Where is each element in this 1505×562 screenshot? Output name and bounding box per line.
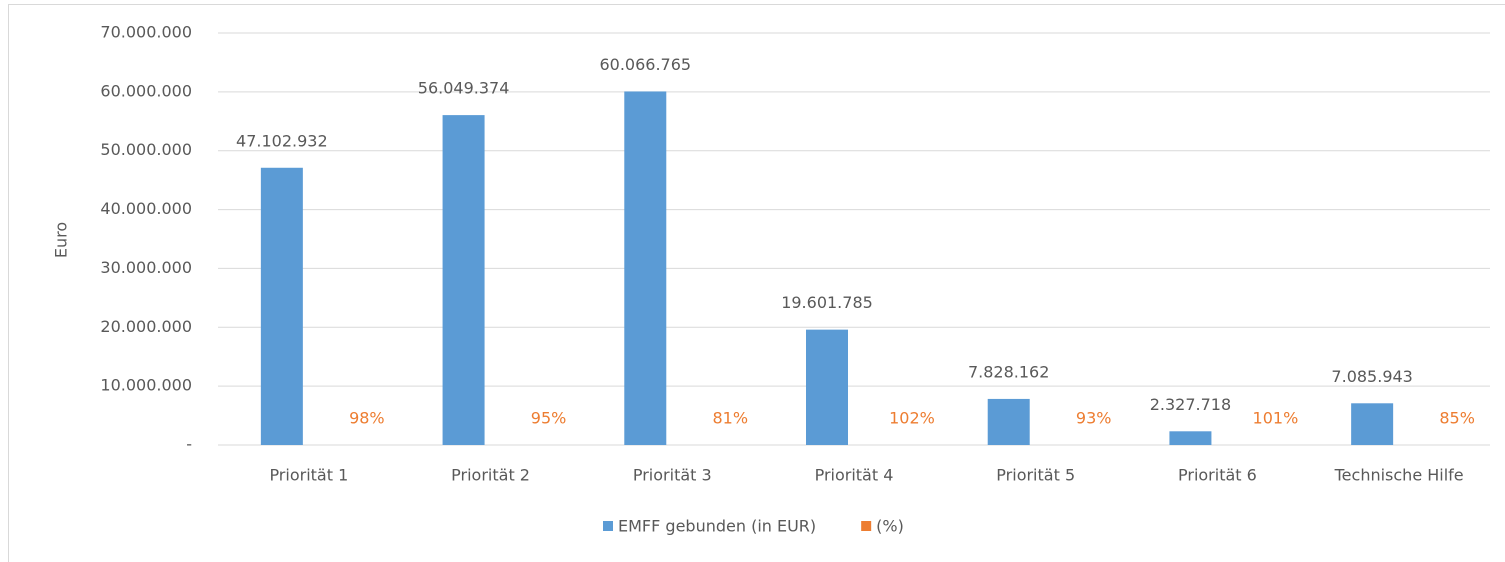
y-tick-label: 10.000.000	[100, 376, 192, 395]
y-tick-label: 50.000.000	[100, 140, 192, 159]
data-label: 102%	[889, 409, 935, 428]
x-tick-label: Priorität 4	[815, 466, 894, 485]
x-tick-label: Technische Hilfe	[1334, 466, 1464, 485]
y-axis-label: Euro	[52, 222, 71, 258]
x-tick-label: Priorität 1	[269, 466, 348, 485]
bar	[806, 329, 848, 445]
bar	[624, 91, 667, 446]
data-label: 47.102.932	[236, 131, 328, 150]
data-label: 85%	[1439, 409, 1475, 428]
bar	[260, 167, 303, 445]
y-tick-label: -	[186, 435, 192, 454]
x-tick-label: Priorität 3	[633, 466, 712, 485]
data-label: 101%	[1253, 409, 1299, 428]
legend-swatch	[861, 521, 872, 531]
data-label: 7.085.943	[1331, 367, 1412, 386]
y-tick-label: 40.000.000	[100, 199, 192, 218]
bar	[1351, 403, 1394, 445]
legend-swatch	[603, 521, 613, 531]
data-label: 2.327.718	[1150, 395, 1231, 414]
y-tick-label: 60.000.000	[100, 81, 192, 100]
y-tick-label: 70.000.000	[100, 23, 192, 42]
data-label: 95%	[531, 409, 567, 428]
x-tick-label: Priorität 5	[996, 466, 1075, 485]
data-label: 19.601.785	[781, 293, 873, 312]
data-label: 7.828.162	[968, 362, 1049, 381]
data-label: 98%	[349, 409, 385, 428]
data-label: 60.066.765	[599, 55, 691, 74]
bar	[442, 115, 485, 445]
data-label: 93%	[1076, 409, 1112, 428]
y-tick-label: 30.000.000	[100, 258, 192, 277]
data-label: 81%	[713, 409, 749, 428]
data-label: 56.049.374	[418, 79, 510, 98]
bar	[987, 398, 1030, 445]
x-tick-label: Priorität 2	[451, 466, 530, 485]
legend-label: EMFF gebunden (in EUR)	[618, 517, 816, 536]
bar	[1169, 431, 1212, 445]
y-tick-label: 20.000.000	[100, 317, 192, 336]
chart-frame	[8, 4, 1505, 562]
x-tick-label: Priorität 6	[1178, 466, 1257, 485]
legend-label: (%)	[876, 517, 904, 536]
